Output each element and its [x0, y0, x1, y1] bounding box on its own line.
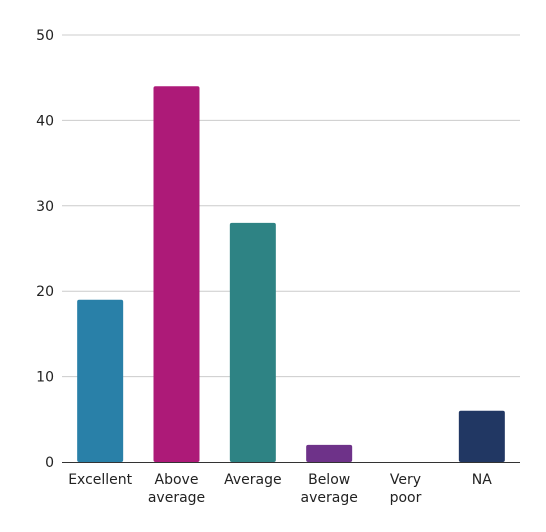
x-category-label: Below average: [301, 472, 358, 506]
y-tick-label: 40: [36, 113, 54, 129]
x-category-label: Average: [224, 472, 282, 488]
x-category-label: Very poor: [390, 472, 422, 506]
x-category-label: NA: [472, 472, 492, 488]
y-tick-label: 50: [36, 28, 54, 44]
x-category-label: Excellent: [68, 472, 132, 488]
y-tick-label: 30: [36, 199, 54, 215]
bar: [77, 299, 124, 462]
x-category-label: Above average: [148, 472, 205, 506]
y-tick-label: 0: [45, 455, 54, 471]
gridlines: [62, 34, 520, 378]
y-axis-ticks: 0 10 20 30 40 50: [36, 28, 54, 471]
bars: [77, 86, 505, 463]
bar: [229, 222, 276, 462]
bar: [153, 86, 200, 463]
y-tick-label: 20: [36, 284, 54, 300]
bar: [306, 444, 353, 462]
x-axis-labels: Excellent Above average Average Below average…: [68, 472, 492, 506]
bar: [458, 410, 505, 462]
y-tick-label: 10: [36, 370, 54, 386]
